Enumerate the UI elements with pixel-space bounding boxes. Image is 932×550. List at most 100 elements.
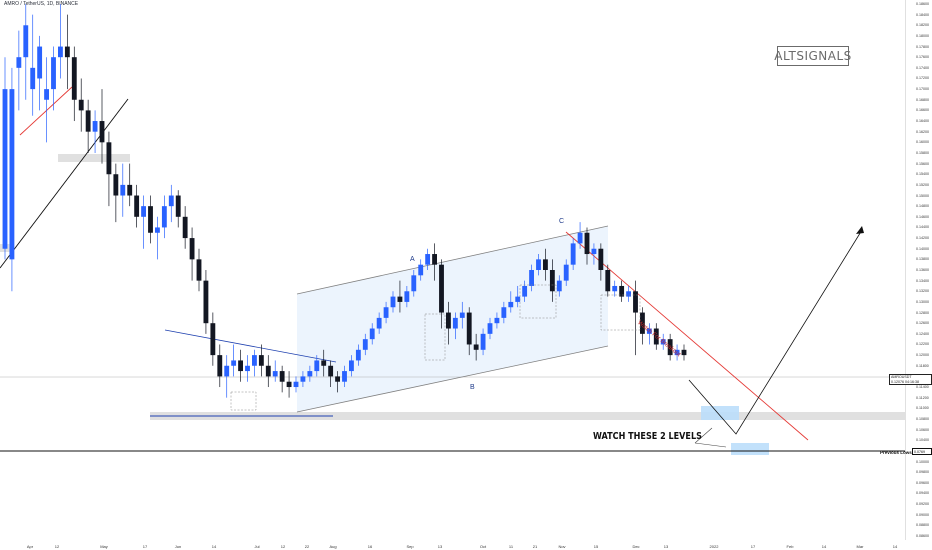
candle-body — [78, 99, 84, 111]
price-tick: 0.13400 — [916, 278, 929, 283]
candle-body — [397, 296, 403, 302]
price-tick: 0.14600 — [916, 214, 929, 219]
watch-levels-label: WATCH THESE 2 LEVELS — [593, 431, 702, 442]
time-tick: Jun — [174, 544, 182, 549]
price-tick: 0.16000 — [916, 140, 929, 145]
candle — [127, 163, 133, 207]
candle — [231, 344, 237, 377]
candle — [30, 14, 36, 116]
price-tick: 0.13600 — [916, 268, 929, 272]
candle — [265, 355, 271, 388]
price-tick: 0.11800 — [916, 363, 929, 368]
candle — [349, 355, 354, 377]
resistance-zone — [58, 154, 130, 162]
candle — [120, 163, 126, 217]
time-tick: May — [100, 544, 108, 549]
candle-body — [272, 371, 278, 377]
candle-body — [383, 307, 389, 318]
candle-body — [459, 312, 465, 318]
candle — [362, 333, 368, 356]
time-tick: Feb — [786, 544, 794, 549]
candle-body — [425, 254, 431, 265]
price-tick: 0.18000 — [916, 33, 929, 38]
candle-body — [224, 365, 230, 377]
price-tick: 0.17800 — [916, 44, 929, 49]
price-tick: 0.18400 — [916, 12, 929, 17]
candle-body — [466, 312, 472, 345]
candle-body — [349, 360, 354, 372]
candle — [37, 35, 43, 111]
candle-body — [633, 291, 638, 313]
time-tick: 21 — [532, 544, 538, 549]
candle — [342, 365, 347, 388]
time-tick: Aug — [329, 544, 337, 549]
candle-body — [501, 307, 507, 318]
candle-body — [252, 355, 257, 366]
candle — [473, 333, 479, 361]
candle — [335, 371, 340, 393]
candle — [681, 344, 687, 361]
candle — [148, 195, 153, 244]
price-tick: 0.12200 — [916, 342, 929, 347]
pattern-box — [519, 284, 557, 319]
candle-body — [120, 184, 126, 196]
candle — [9, 67, 15, 292]
candle — [272, 360, 278, 382]
candle — [314, 355, 320, 377]
early-red-line — [19, 86, 73, 136]
time-tick: Nov — [558, 544, 566, 549]
candle — [224, 355, 230, 398]
price-tick: 0.09600 — [916, 480, 929, 485]
candle-body — [293, 381, 299, 388]
candle-body — [612, 285, 618, 292]
candle — [425, 248, 431, 270]
candle — [258, 344, 264, 377]
candle — [584, 227, 590, 265]
candle-body — [376, 317, 382, 329]
candle-body — [155, 227, 160, 233]
candle-body — [85, 110, 91, 132]
candle — [203, 270, 209, 334]
price-tick: 0.11400 — [916, 385, 929, 390]
price-axis[interactable] — [905, 0, 932, 540]
price-tick: 0.15200 — [916, 182, 929, 187]
candle-body — [653, 328, 659, 345]
candle-body — [16, 57, 22, 68]
candle-body — [646, 328, 652, 334]
current-price-value: 0.12076 — [891, 380, 904, 384]
candle — [411, 270, 417, 297]
candle-body — [300, 376, 306, 382]
price-tick: 0.15800 — [916, 150, 929, 155]
candle-body — [570, 243, 576, 265]
altsignals-watermark: ALTSIGNALS — [774, 46, 851, 66]
candle-body — [487, 323, 493, 334]
price-tick: 0.12400 — [916, 331, 929, 336]
price-tick: 0.15600 — [916, 161, 929, 166]
previous-lows-value: 0.0769 — [912, 448, 932, 455]
candle-body — [411, 275, 417, 292]
candle-body — [660, 339, 666, 345]
candle — [238, 349, 243, 382]
candle-body — [127, 184, 133, 196]
price-tick: 0.10600 — [916, 427, 929, 432]
wave-b-label: B — [470, 384, 475, 391]
candle-body — [141, 206, 146, 217]
candle — [383, 301, 389, 324]
time-tick: Jul — [254, 544, 260, 549]
price-tick: 0.09000 — [916, 512, 929, 517]
candle-body — [106, 142, 112, 175]
candle — [501, 301, 507, 324]
candle-body — [439, 264, 444, 313]
price-tick: 0.09400 — [916, 491, 929, 496]
price-tick: 0.13800 — [916, 257, 929, 262]
candle — [432, 243, 437, 281]
price-tick: 0.14200 — [916, 236, 929, 241]
candle — [369, 323, 375, 345]
time-tick: Mar — [856, 544, 864, 549]
price-tick: 0.16800 — [916, 97, 929, 102]
candle — [563, 259, 569, 286]
candle-body — [549, 270, 555, 292]
candle — [44, 57, 49, 143]
candle — [667, 333, 673, 361]
